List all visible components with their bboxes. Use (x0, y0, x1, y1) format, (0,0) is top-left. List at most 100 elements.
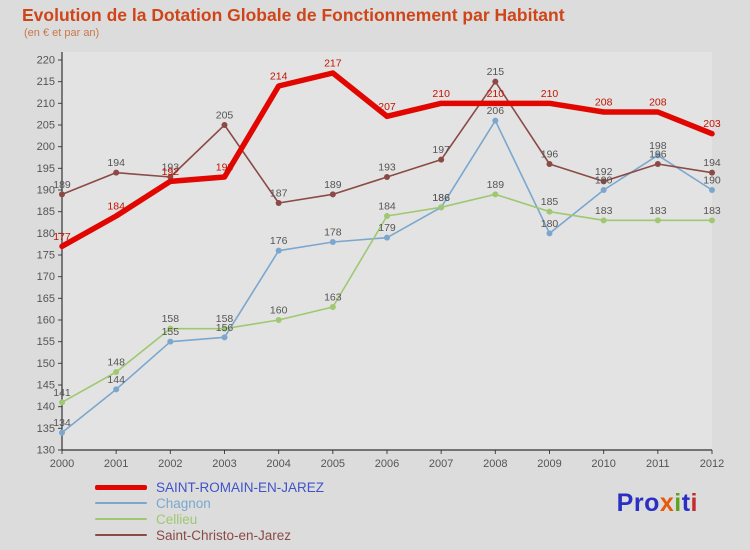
series-marker (546, 161, 553, 167)
series-marker (438, 156, 445, 163)
point-label: 208 (649, 97, 667, 109)
point-label: 190 (595, 175, 613, 187)
point-label: 134 (53, 417, 71, 429)
point-label: 192 (162, 166, 180, 178)
point-label: 197 (432, 144, 450, 156)
point-label: 176 (270, 235, 288, 247)
point-label: 205 (216, 110, 234, 122)
point-label: 196 (649, 149, 667, 161)
series-marker (59, 191, 65, 198)
point-label: 217 (324, 58, 342, 70)
series-marker (275, 247, 282, 254)
point-label: 196 (541, 149, 559, 161)
y-tick-label: 185 (37, 206, 55, 218)
point-label: 210 (541, 88, 559, 100)
point-label: 207 (378, 101, 396, 113)
x-tick-label: 2011 (646, 458, 670, 470)
y-tick-label: 150 (37, 358, 55, 370)
chart-title: Evolution de la Dotation Globale de Fonc… (22, 5, 565, 25)
series-marker (113, 386, 120, 393)
point-label: 206 (487, 105, 505, 117)
point-label: 214 (270, 71, 288, 83)
proxiti-logo: Proxiti (617, 489, 698, 518)
point-label: 187 (270, 188, 288, 200)
point-label: 141 (53, 387, 71, 399)
point-label: 193 (162, 162, 180, 174)
chart-legend: SAINT-ROMAIN-EN-JAREZ Chagnon Cellieu Saint… (95, 479, 324, 543)
series-marker (438, 204, 445, 211)
point-label: 158 (162, 313, 180, 325)
x-tick-label: 2005 (321, 458, 345, 470)
series-marker (329, 191, 336, 198)
legend-item-2: Cellieu (95, 511, 324, 527)
point-label: 186 (432, 192, 450, 204)
point-label: 210 (432, 88, 450, 100)
point-label: 184 (378, 201, 396, 213)
logo-letter: Pro (616, 489, 660, 517)
series-marker (654, 152, 661, 159)
y-tick-label: 165 (37, 293, 55, 305)
y-tick-label: 140 (37, 401, 55, 413)
point-label: 183 (595, 205, 613, 217)
series-marker (600, 178, 607, 185)
point-label: 178 (324, 227, 342, 239)
x-tick-label: 2008 (483, 458, 507, 470)
point-label: 155 (162, 326, 180, 338)
series-marker (167, 325, 174, 332)
legend-swatch (95, 501, 147, 505)
series-marker (221, 334, 228, 341)
y-tick-label: 205 (37, 120, 55, 132)
x-tick-label: 2002 (158, 458, 182, 470)
series-marker (329, 239, 336, 245)
point-label: 177 (53, 231, 71, 243)
legend-swatch (95, 533, 147, 537)
y-tick-label: 180 (37, 228, 55, 240)
series-marker (221, 122, 228, 128)
logo-letter: i (674, 489, 682, 517)
x-tick-label: 2010 (591, 458, 615, 470)
series-marker (492, 78, 499, 85)
series-marker (329, 304, 336, 310)
series-marker (492, 191, 499, 198)
point-label: 163 (324, 292, 342, 304)
point-label: 194 (703, 157, 721, 169)
point-label: 194 (107, 157, 125, 169)
series-line-0 (59, 70, 715, 250)
legend-item-3: Saint-Christo-en-Jarez (95, 527, 324, 543)
series-marker (384, 213, 390, 219)
point-label: 193 (216, 162, 234, 174)
y-tick-label: 195 (37, 163, 55, 175)
point-label: 189 (53, 179, 71, 191)
y-tick-label: 135 (37, 423, 55, 435)
point-label: 210 (487, 88, 505, 100)
series-marker (59, 399, 65, 406)
point-label: 180 (541, 218, 559, 230)
point-label: 193 (378, 162, 396, 174)
legend-label: Cellieu (156, 511, 198, 527)
point-label: 208 (595, 97, 613, 109)
series-marker (709, 169, 715, 176)
series-marker (221, 325, 228, 332)
series-marker (113, 369, 120, 375)
logo-letter: x (659, 489, 675, 517)
series-marker (113, 169, 120, 176)
point-label: 148 (107, 357, 125, 369)
point-label: 186 (432, 192, 450, 204)
line-chart: 1301351401451501551601651701751801851901… (37, 52, 724, 470)
x-tick-label: 2001 (104, 458, 128, 470)
legend-label: Saint-Christo-en-Jarez (156, 527, 292, 543)
legend-swatch (95, 517, 147, 521)
logo-letter: i (690, 489, 698, 517)
point-label: 144 (107, 374, 125, 386)
logo-letter: t (681, 489, 691, 517)
y-tick-label: 215 (37, 76, 55, 88)
y-tick-label: 145 (37, 380, 55, 392)
x-tick-label: 2009 (537, 458, 561, 470)
series-marker (654, 161, 661, 167)
series-marker (384, 174, 390, 180)
y-tick-label: 160 (37, 315, 55, 327)
series-marker (600, 217, 607, 224)
series-marker (167, 338, 174, 345)
series-marker (654, 217, 661, 224)
chart-subtitle: (en € et par an) (24, 27, 100, 39)
